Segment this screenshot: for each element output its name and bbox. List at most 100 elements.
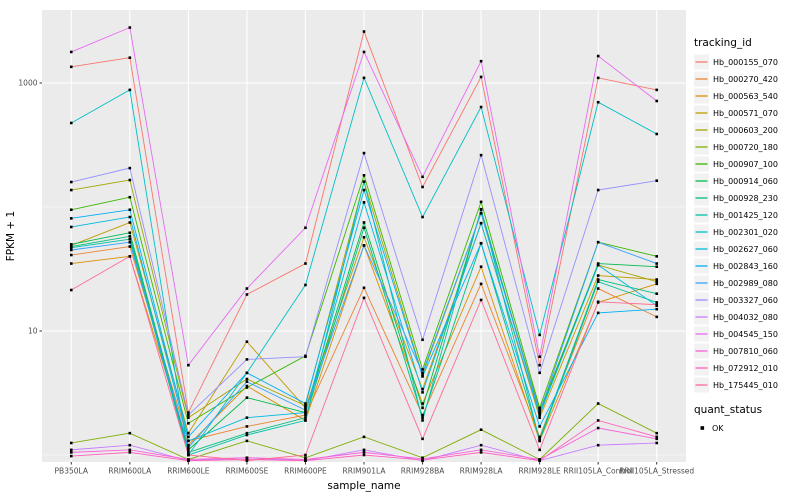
data-point	[362, 296, 366, 300]
legend-label: Hb_002627_060	[713, 245, 778, 254]
data-point	[69, 217, 73, 220]
data-point	[362, 226, 366, 230]
data-point	[187, 422, 190, 425]
legend-label: Hb_000270_420	[713, 75, 778, 84]
data-point	[655, 435, 659, 439]
data-point	[69, 248, 73, 252]
data-point	[128, 255, 132, 258]
data-point	[362, 451, 366, 454]
legend-label: Hb_000928_230	[713, 194, 778, 203]
data-point	[479, 211, 483, 215]
data-point	[479, 153, 483, 157]
data-point	[596, 278, 600, 281]
data-point	[128, 235, 132, 238]
data-point	[304, 459, 307, 462]
data-point	[362, 76, 366, 80]
legend-label: Hb_000907_100	[713, 160, 778, 169]
data-point	[655, 265, 659, 269]
data-point	[245, 380, 249, 384]
data-point	[128, 245, 132, 248]
data-point	[304, 402, 307, 405]
data-point	[128, 166, 132, 170]
data-point	[187, 416, 190, 419]
x-tick-label: RRIM901LA	[343, 467, 387, 476]
data-point	[187, 451, 190, 454]
data-point	[362, 180, 366, 183]
data-point	[304, 226, 307, 230]
data-point	[69, 121, 73, 125]
data-point	[245, 293, 249, 296]
data-point	[538, 408, 541, 412]
data-point	[69, 225, 73, 229]
data-point	[362, 286, 366, 290]
data-point	[538, 371, 541, 375]
data-point	[245, 459, 249, 462]
legend-label: Hb_000155_070	[713, 58, 778, 67]
data-point	[421, 416, 424, 419]
data-point	[304, 262, 307, 265]
data-point	[655, 179, 659, 182]
data-point	[655, 441, 659, 445]
legend-label: Hb_000571_070	[713, 109, 778, 118]
data-point	[128, 56, 132, 59]
data-point	[538, 425, 541, 428]
data-point	[596, 300, 600, 304]
data-point	[655, 307, 659, 311]
data-point	[187, 413, 190, 417]
data-point	[187, 411, 190, 414]
data-point	[69, 288, 73, 292]
y-axis-title: FPKM + 1	[5, 211, 17, 261]
data-point	[479, 105, 483, 109]
data-point	[538, 406, 541, 410]
data-point	[479, 200, 483, 204]
data-point	[479, 221, 483, 225]
data-point	[69, 188, 73, 192]
data-point	[362, 453, 366, 457]
data-point	[362, 448, 366, 452]
data-point	[421, 419, 424, 422]
data-point	[69, 441, 73, 445]
data-point	[362, 188, 366, 192]
legend-title-quant-status: quant_status	[694, 404, 762, 416]
data-point	[245, 431, 249, 435]
data-point	[596, 240, 600, 244]
data-point	[69, 65, 73, 69]
data-point	[128, 26, 132, 29]
data-point	[538, 437, 541, 441]
data-point	[421, 402, 424, 405]
legend-label-quant-ok: OK	[712, 424, 724, 433]
data-point	[596, 100, 600, 104]
data-point	[304, 413, 307, 417]
data-point	[596, 76, 600, 80]
data-point	[362, 201, 366, 204]
data-point	[128, 443, 132, 447]
data-point	[128, 231, 132, 235]
legend-label: Hb_000914_060	[713, 177, 778, 186]
data-point	[479, 448, 483, 452]
data-point	[69, 246, 73, 249]
legend-label: Hb_072912_010	[713, 364, 778, 373]
data-point	[128, 240, 132, 244]
data-point	[362, 30, 366, 33]
data-point	[538, 355, 541, 359]
data-point	[538, 416, 541, 419]
data-point	[655, 437, 659, 441]
data-point	[479, 282, 483, 286]
data-point	[421, 185, 424, 189]
data-point	[421, 458, 424, 462]
legend-label: Hb_000603_200	[713, 126, 778, 135]
data-point	[421, 368, 424, 371]
data-point	[655, 292, 659, 295]
data-point	[187, 431, 190, 435]
data-point	[304, 453, 307, 457]
data-point	[421, 413, 424, 417]
x-tick-label: RRIM928LA	[460, 467, 504, 476]
data-point	[69, 454, 73, 458]
data-point	[362, 174, 366, 177]
data-point	[421, 406, 424, 410]
data-point	[421, 437, 424, 441]
data-point	[245, 456, 249, 460]
legend-label: Hb_000563_540	[713, 92, 778, 101]
data-point	[362, 50, 366, 54]
